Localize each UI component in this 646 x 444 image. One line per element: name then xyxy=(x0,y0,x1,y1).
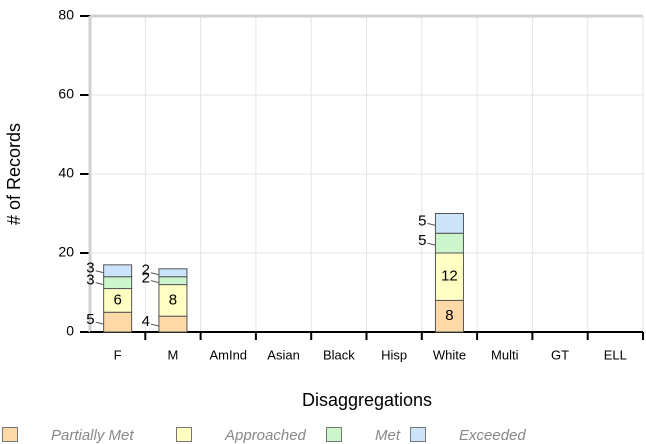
data-label: 5 xyxy=(86,311,94,328)
legend-label: Met xyxy=(375,427,401,444)
label-leader xyxy=(150,323,160,327)
bar-segment xyxy=(103,311,133,333)
label-leader xyxy=(427,222,436,226)
bar-segment xyxy=(434,252,464,301)
data-label: 2 xyxy=(142,270,150,287)
y-tick-label: 60 xyxy=(58,86,74,102)
bar-segment xyxy=(158,284,188,317)
bar-segment xyxy=(103,264,133,278)
bar-segment xyxy=(158,268,188,278)
bar-segment xyxy=(158,276,188,286)
legend-label: Approached xyxy=(224,427,307,444)
bar-segment xyxy=(158,315,188,333)
legend-label: Exceeded xyxy=(459,427,526,444)
label-leader xyxy=(95,282,104,286)
data-label: 6 xyxy=(113,291,121,308)
y-tick-label: 40 xyxy=(58,165,74,181)
x-tick-label: GT xyxy=(551,347,569,362)
legend-swatch xyxy=(326,427,342,442)
x-tick-label: Asian xyxy=(267,347,300,362)
x-tick-label: White xyxy=(433,347,466,362)
y-tick-label: 20 xyxy=(58,244,74,260)
data-label: 8 xyxy=(445,307,453,324)
bar-segment xyxy=(103,276,133,290)
label-leader xyxy=(150,280,160,284)
bar-segment xyxy=(434,213,464,234)
x-axis-title: Disaggregations xyxy=(302,390,432,410)
y-axis-title: # of Records xyxy=(4,123,24,225)
legend-swatch xyxy=(410,427,426,442)
x-tick-label: M xyxy=(168,347,179,362)
legend-swatch xyxy=(176,427,192,442)
label-leader xyxy=(427,242,436,246)
x-tick-label: Multi xyxy=(491,347,519,362)
bar-segment xyxy=(434,299,464,333)
label-leader xyxy=(95,270,104,274)
x-tick-label: ELL xyxy=(604,347,627,362)
x-tick-label: AmInd xyxy=(209,347,247,362)
x-tick-label: F xyxy=(114,347,122,362)
data-label: 5 xyxy=(418,212,426,229)
y-tick-label: 80 xyxy=(58,7,74,23)
data-label: 4 xyxy=(142,313,150,330)
data-label: 8 xyxy=(169,291,177,308)
data-label: 3 xyxy=(86,260,94,277)
data-label: 2 xyxy=(142,262,150,279)
data-label: 5 xyxy=(418,232,426,249)
x-tick-label: Hisp xyxy=(381,347,407,362)
x-tick-label: Black xyxy=(323,347,355,362)
label-leader xyxy=(95,321,104,325)
y-tick-label: 0 xyxy=(66,323,74,339)
data-label: 3 xyxy=(86,272,94,289)
label-leader xyxy=(150,272,160,276)
bar-segment xyxy=(434,232,464,254)
legend-label: Partially Met xyxy=(51,427,134,444)
data-label: 12 xyxy=(441,268,458,285)
legend-swatch xyxy=(2,427,18,442)
